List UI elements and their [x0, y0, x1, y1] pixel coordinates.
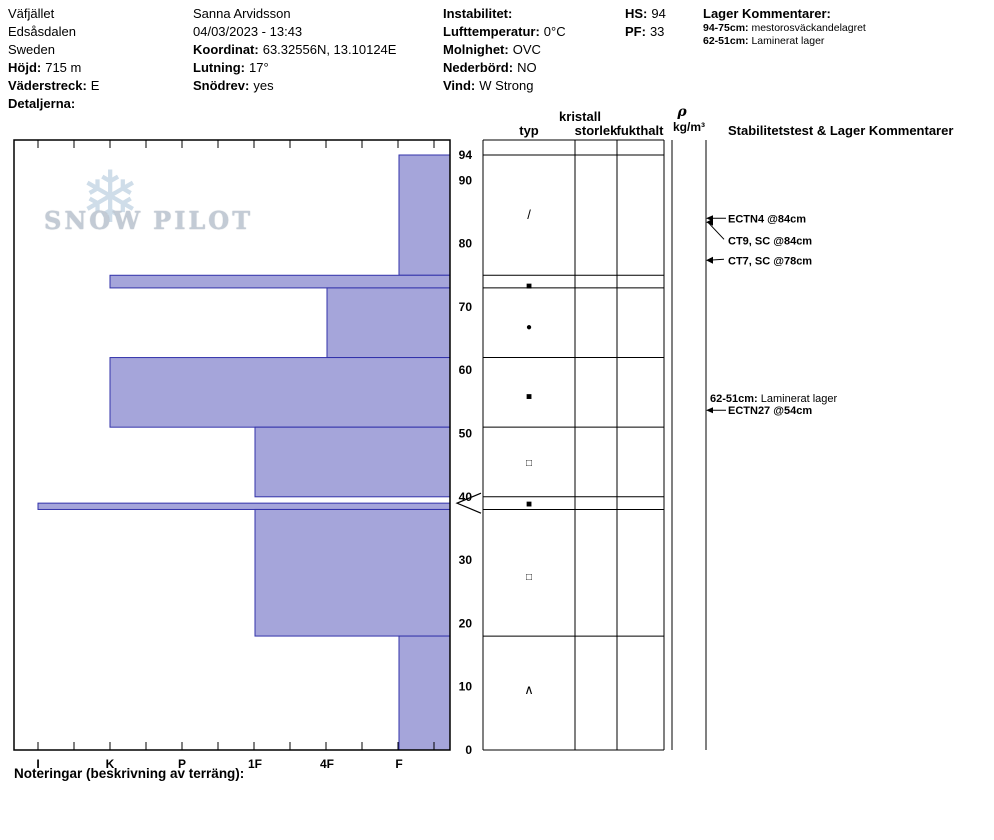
stability-test-annotation: ECTN27 @54cm: [728, 405, 812, 417]
annotation-arrow-line: [707, 221, 725, 240]
grain-symbol-depth-hoar: ∧: [524, 682, 534, 697]
depth-tick-label: 70: [459, 300, 473, 314]
details-label: Detaljerna:: [8, 96, 76, 111]
snow-layer-bar: [109, 274, 451, 289]
elevation-value: 715 m: [45, 60, 82, 75]
snow-layer-bar: [254, 508, 451, 637]
wind-label: Vind:: [443, 78, 476, 93]
depth-tick-label: 90: [459, 173, 473, 187]
coordinates-label: Koordinat:: [193, 42, 259, 57]
slope-label: Lutning:: [193, 60, 245, 75]
snow-layer-bar: [109, 357, 451, 428]
location-block: Väfjället Edsåsdalen Sweden Höjd: 715 m V…: [8, 5, 99, 113]
depth-tick-label: 60: [459, 363, 473, 377]
stability-test-annotation: ECTN4 @84cm: [728, 213, 806, 225]
layer-comment-2: 62-51cm: Laminerat lager: [703, 35, 825, 47]
site-area: Edsåsdalen: [8, 24, 76, 39]
precip-label: Nederbörd:: [443, 60, 514, 75]
column-header-stability-tests: Stabilitetstest & Lager Kommentarer: [728, 123, 954, 138]
snow-layer-bar: [326, 287, 451, 359]
layer-comment-1: 94-75cm: mestorosväckandelagret: [703, 22, 866, 34]
coordinates-value: 63.32556N, 13.10124E: [262, 42, 397, 57]
hardness-tick-label: F: [395, 757, 402, 771]
depth-tick-label: 94: [459, 148, 473, 162]
depth-tick-label: 0: [465, 743, 472, 757]
notes-label: Noteringar (beskrivning av terräng):: [14, 766, 245, 781]
stability-test-annotation: CT7, SC @78cm: [728, 255, 812, 267]
hardness-chart-frame: [13, 139, 451, 751]
column-header-crystal: kristall: [559, 109, 601, 124]
depth-tick-label: 80: [459, 237, 473, 251]
hardness-tick-label: 1F: [248, 757, 262, 771]
depth-tick-label: 40: [459, 490, 473, 504]
depth-tick-label: 30: [459, 553, 473, 567]
column-header-moisture: fukthalt: [616, 123, 664, 138]
column-header-size: storlek: [574, 123, 618, 138]
column-header-density-unit: kg/m³: [672, 120, 705, 134]
snowflake-icon: ❄: [80, 158, 141, 238]
snowpilot-logo: ❄ SNOW PILOT: [42, 162, 250, 261]
grain-symbol-decomposing-fragments: /: [527, 207, 531, 222]
snow-layer-bar: [398, 635, 451, 751]
hardness-tick-label: 4F: [320, 757, 334, 771]
grain-symbol-rounded-grains: ●: [526, 322, 532, 333]
aspect-label: Väderstreck:: [8, 78, 87, 93]
grain-symbol-ice-layer: ■: [526, 392, 532, 403]
hs-value: 94: [651, 6, 666, 21]
grain-symbol-ice-layer: ■: [526, 499, 532, 510]
pf-label: PF:: [625, 24, 646, 39]
aspect-value: E: [90, 78, 100, 93]
layer-comments-title: Lager Kommentarer:: [703, 6, 831, 21]
observer-name: Sanna Arvidsson: [193, 6, 291, 21]
hardness-tick-label: K: [106, 757, 115, 771]
layer-comment-annotation: 62-51cm: Laminerat lager: [710, 393, 838, 405]
sky-value: OVC: [512, 42, 541, 57]
grain-symbol-faceted-crystals: □: [526, 458, 532, 469]
elevation-label: Höjd:: [8, 60, 42, 75]
stability-test-annotation: CT9, SC @84cm: [728, 235, 812, 247]
observer-block: Sanna Arvidsson 04/03/2023 - 13:43 Koord…: [193, 5, 396, 95]
snow-layer-bar: [37, 502, 451, 510]
snow-layer-bar: [398, 154, 451, 276]
column-header-grain-type: typ: [519, 123, 539, 138]
sky-label: Molnighet:: [443, 42, 509, 57]
grain-symbol-ice-layer: ■: [526, 281, 532, 292]
observation-datetime: 04/03/2023 - 13:43: [193, 24, 303, 39]
weather-block: Instabilitet: Lufttemperatur: 0°C Molnigh…: [443, 5, 566, 95]
depth-tick-label: 50: [459, 427, 473, 441]
arrow-head: [706, 407, 713, 414]
grain-symbol-faceted-crystals: □: [526, 572, 532, 583]
pf-value: 33: [649, 24, 665, 39]
layer-comments-block: Lager Kommentarer: 94-75cm: mestorosväck…: [703, 5, 866, 48]
wind-value: W Strong: [479, 78, 534, 93]
drift-label: Snödrev:: [193, 78, 250, 93]
site-country: Sweden: [8, 42, 55, 57]
depth-tick-label: 10: [459, 680, 473, 694]
snow-layer-bar: [254, 426, 451, 498]
airtemp-label: Lufttemperatur:: [443, 24, 540, 39]
precip-value: NO: [517, 60, 537, 75]
column-header-density-symbol: ρ: [677, 104, 687, 120]
weak-layer-marker: [455, 492, 482, 514]
arrow-head: [706, 256, 713, 264]
snowpilot-logo-text: SNOW PILOT: [44, 206, 254, 235]
slope-value: 17°: [248, 60, 269, 75]
hardness-tick-label: I: [36, 757, 39, 771]
totals-block: HS: 94 PF: 33: [625, 5, 666, 41]
airtemp-value: 0°C: [543, 24, 566, 39]
hs-label: HS:: [625, 6, 648, 21]
depth-tick-label: 20: [459, 616, 473, 630]
hardness-tick-label: P: [178, 757, 186, 771]
site-name: Väfjället: [8, 6, 55, 21]
instability-label: Instabilitet:: [443, 6, 513, 21]
arrow-head: [706, 218, 713, 226]
drift-value: yes: [253, 78, 274, 93]
